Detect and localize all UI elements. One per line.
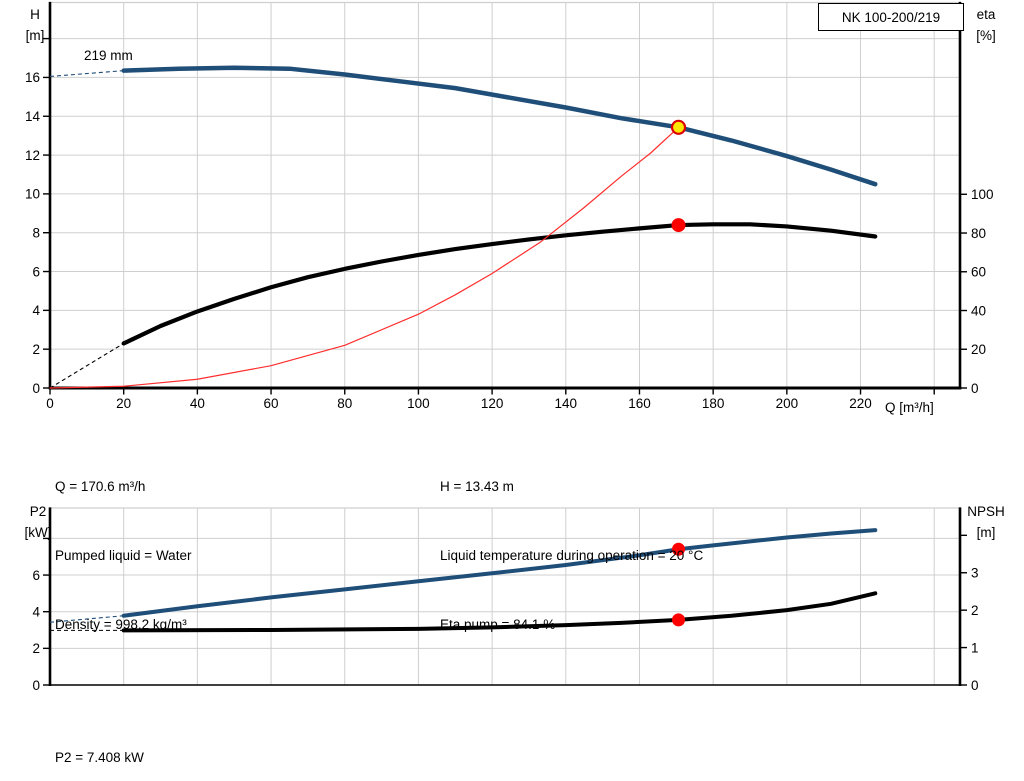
eta-axis-title: eta [%] bbox=[966, 4, 1006, 46]
tick-label: 20 bbox=[116, 396, 131, 411]
h-axis-title-symbol: H bbox=[30, 7, 40, 22]
tick-label: 6 bbox=[32, 568, 40, 583]
tick-label: 6 bbox=[32, 264, 40, 279]
tick-label: 80 bbox=[971, 226, 986, 241]
eta-curve-dashed-lead bbox=[49, 342, 124, 389]
tick-label: 60 bbox=[264, 396, 279, 411]
tick-label: 40 bbox=[190, 396, 205, 411]
pump-model-box: NK 100-200/219 bbox=[818, 3, 964, 31]
info-line-q: Q = 170.6 m³/h bbox=[55, 479, 146, 494]
head-curve-dashed-lead bbox=[49, 70, 124, 78]
power-info: P2 = 7.408 kW NPSH = 1.74 m Max power P2… bbox=[55, 700, 356, 781]
npsh-axis-title-unit: [m] bbox=[976, 525, 996, 540]
npsh-axis-title: NPSH [m] bbox=[960, 501, 1012, 543]
power-npsh-chart: 0 2 4 6 0 1 2 3 bbox=[32, 507, 979, 693]
tick-label: 2 bbox=[971, 603, 979, 618]
tick-label: 14 bbox=[25, 109, 41, 124]
eta-curve[interactable] bbox=[121, 222, 878, 346]
duty-point-npsh[interactable] bbox=[672, 613, 686, 627]
tick-label: 40 bbox=[971, 303, 986, 318]
tick-label: 200 bbox=[776, 396, 799, 411]
tick-label: 16 bbox=[25, 70, 40, 85]
tick-label: 180 bbox=[702, 396, 725, 411]
duty-info-left: Q = 170.6 m³/h Pumped liquid = Water Den… bbox=[55, 429, 191, 682]
tick-label: 140 bbox=[555, 396, 578, 411]
eta-axis-title-unit: [%] bbox=[976, 28, 996, 43]
tick-label: 100 bbox=[407, 396, 430, 411]
system-curve[interactable] bbox=[49, 126, 680, 389]
p2-axis-title-unit: [kW] bbox=[24, 525, 52, 540]
npsh-curve[interactable] bbox=[121, 591, 878, 633]
info-line-pumped-liquid: Pumped liquid = Water bbox=[55, 548, 192, 563]
tick-label: 20 bbox=[971, 342, 986, 357]
tick-label: 10 bbox=[25, 187, 40, 202]
info-line-eta-pump: Eta pump = 84.1 % bbox=[440, 617, 556, 632]
tick-label: 60 bbox=[971, 265, 986, 280]
eta-axis-title-symbol: eta bbox=[976, 7, 996, 22]
tick-label: 2 bbox=[32, 342, 40, 357]
info-line-h: H = 13.43 m bbox=[440, 479, 514, 494]
tick-label: 8 bbox=[32, 226, 40, 241]
tick-label: 0 bbox=[32, 381, 40, 396]
tick-label: 3 bbox=[971, 566, 979, 581]
tick-label: 0 bbox=[971, 381, 979, 396]
duty-info-right: H = 13.43 m Liquid temperature during op… bbox=[440, 429, 703, 682]
info-line-p2: P2 = 7.408 kW bbox=[55, 750, 144, 765]
h-axis-title-unit: [m] bbox=[25, 28, 45, 43]
tick-label: 12 bbox=[25, 148, 40, 163]
head-curve[interactable] bbox=[121, 65, 878, 187]
duty-point-head[interactable] bbox=[670, 119, 687, 135]
tick-label: 1 bbox=[971, 640, 979, 655]
duty-point-p2[interactable] bbox=[672, 542, 686, 556]
tick-label: 120 bbox=[481, 396, 504, 411]
h-axis-title: H [m] bbox=[18, 4, 52, 46]
tick-label: 80 bbox=[337, 396, 352, 411]
npsh-axis-title-symbol: NPSH bbox=[967, 504, 1005, 519]
tick-label: 4 bbox=[32, 605, 40, 620]
p2-axis-title-symbol: P2 bbox=[29, 504, 47, 519]
info-line-density: Density = 998.2 kg/m³ bbox=[55, 617, 187, 632]
info-line-liquid-temperature: Liquid temperature during operation = 20… bbox=[440, 548, 704, 563]
tick-label: 100 bbox=[971, 187, 994, 202]
tick-label: 4 bbox=[32, 303, 40, 318]
tick-label: 0 bbox=[971, 678, 979, 693]
p2-axis-title: P2 [kW] bbox=[18, 501, 58, 543]
tick-label: 0 bbox=[32, 678, 40, 693]
tick-label: 160 bbox=[628, 396, 651, 411]
pump-model-label: NK 100-200/219 bbox=[841, 9, 941, 25]
impeller-diameter-label: 219 mm bbox=[84, 48, 133, 63]
tick-label: 2 bbox=[32, 641, 40, 656]
p2-curve[interactable] bbox=[121, 528, 878, 618]
q-axis-title: Q [m³/h] bbox=[885, 400, 934, 415]
tick-label: 220 bbox=[849, 396, 872, 411]
duty-point-eta[interactable] bbox=[671, 218, 686, 233]
tick-label: 0 bbox=[46, 396, 54, 411]
p2-curve-dashed-lead bbox=[49, 615, 124, 623]
